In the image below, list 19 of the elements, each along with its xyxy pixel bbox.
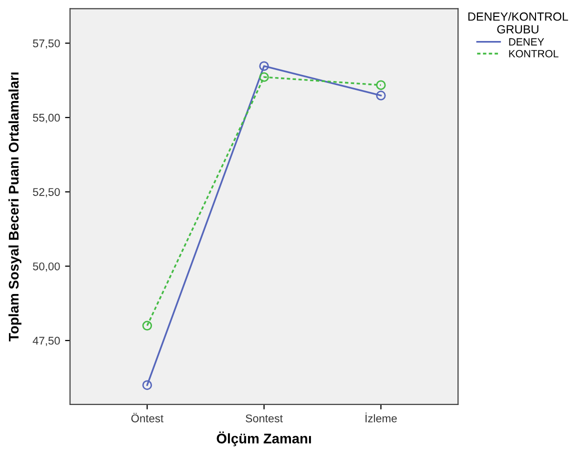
x-axis-title: Ölçüm Zamanı — [216, 431, 311, 446]
point — [259, 72, 269, 82]
y-tick-label: 47,50 — [32, 336, 60, 346]
point — [259, 61, 269, 71]
x-tick-label: Sontest — [246, 414, 283, 422]
legend-title: DENEY/KONTROL GRUBU — [468, 12, 568, 34]
point — [142, 320, 152, 331]
legend-label: KONTROL — [509, 50, 558, 58]
y-tick-label: 52,50 — [32, 188, 60, 198]
y-tick-label: 50,00 — [32, 262, 60, 272]
y-tick-label: 55,00 — [32, 114, 60, 123]
point — [142, 380, 152, 390]
legend-label: DENEY — [509, 38, 544, 46]
point — [376, 80, 386, 90]
x-tick-label: İzleme — [366, 412, 397, 422]
y-axis-title: Toplam Sosyal Beceri Puanı Ortalamaları — [8, 72, 22, 342]
x-tick-label: Öntest — [131, 412, 164, 422]
y-tick-label: 57,50 — [32, 39, 60, 49]
point — [376, 90, 386, 100]
